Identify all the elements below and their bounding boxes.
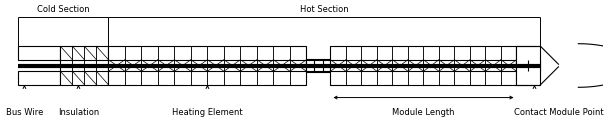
Text: Bus Wire: Bus Wire	[6, 108, 43, 117]
Bar	[516, 46, 540, 85]
Bar	[60, 46, 109, 85]
Text: Hot Section: Hot Section	[300, 5, 349, 14]
Bar	[306, 59, 330, 72]
Bar	[18, 46, 60, 60]
Bar	[18, 71, 60, 85]
Text: Module Length: Module Length	[392, 108, 455, 117]
Text: Cold Section: Cold Section	[37, 5, 90, 14]
Bar	[330, 46, 516, 85]
Text: Heating Element: Heating Element	[172, 108, 243, 117]
Bar	[516, 60, 540, 71]
Bar	[109, 46, 306, 85]
Text: Contact Module Point: Contact Module Point	[514, 108, 604, 117]
Text: Insulation: Insulation	[58, 108, 99, 117]
Bar	[306, 60, 330, 71]
